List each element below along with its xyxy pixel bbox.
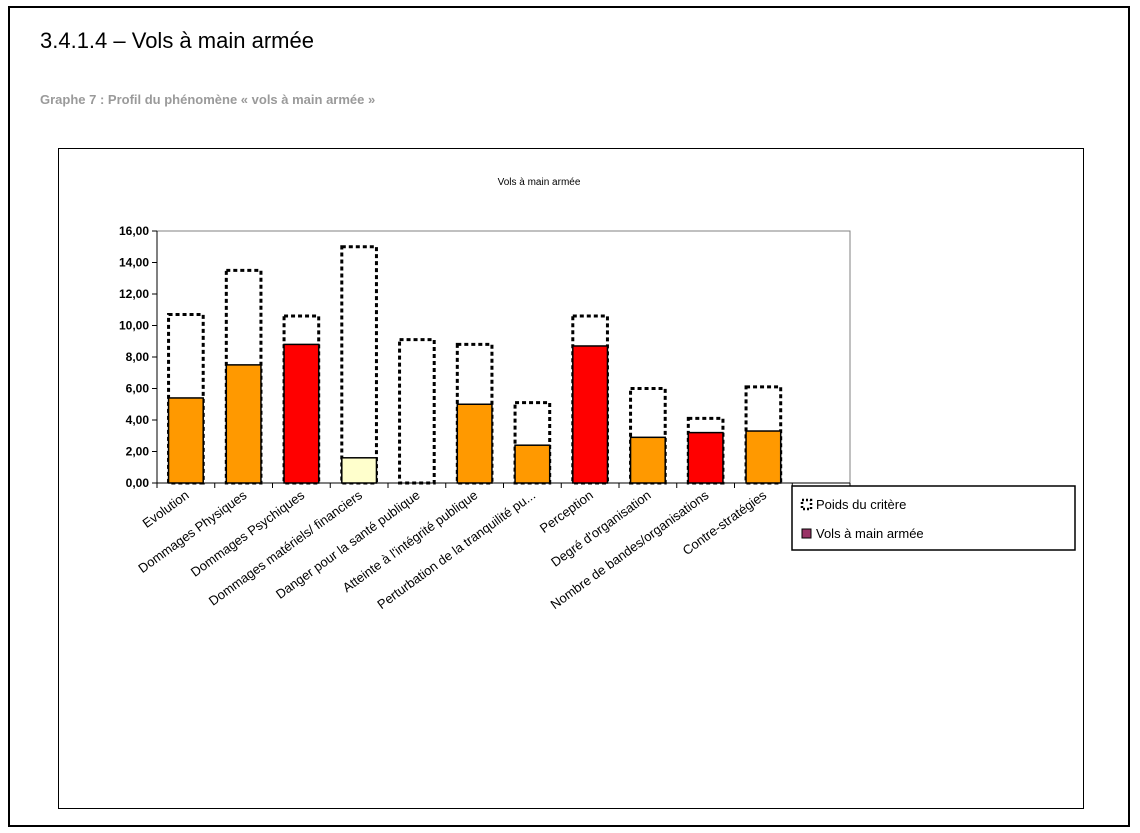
bar-poids-du-critere — [340, 245, 378, 485]
legend-label-poids: Poids du critère — [816, 497, 906, 512]
bar-vols-a-main-armee — [167, 397, 204, 484]
y-tick-label: 2,00 — [126, 445, 150, 459]
bar-vols-a-main-armee — [283, 343, 320, 484]
figure-caption: Graphe 7 : Profil du phénomène « vols à … — [40, 92, 376, 107]
legend-box — [791, 485, 1076, 551]
bar-vols-a-main-armee — [341, 457, 378, 484]
legend: Poids du critère Vols à main armée — [791, 485, 1076, 551]
legend-swatch-poids — [800, 498, 813, 511]
y-tick-label: 10,00 — [119, 319, 149, 333]
y-tick-label: 8,00 — [126, 350, 150, 364]
y-tick-label: 6,00 — [126, 382, 150, 396]
bar-vols-a-main-armee — [687, 431, 724, 484]
chart-title: Vols à main armée — [498, 177, 581, 188]
bar-vols-a-main-armee — [514, 444, 551, 484]
chart-area: Vols à main armée 0,00 2,00 4,00 6,00 8,00 10… — [58, 148, 1084, 809]
legend-label-vols: Vols à main armée — [816, 526, 924, 541]
bar-vols-a-main-armee — [745, 430, 782, 484]
y-tick-label: 4,00 — [126, 413, 150, 427]
bar-poids-du-critere — [398, 338, 436, 485]
y-tick-label: 0,00 — [126, 476, 150, 490]
x-category-label: Dommages Physiques — [135, 487, 249, 576]
bar-vols-a-main-armee — [456, 403, 493, 484]
section-heading: 3.4.1.4 – Vols à main armée — [40, 28, 314, 53]
page-frame — [8, 6, 1130, 827]
bar-poids-du-critere — [629, 387, 667, 485]
y-tick-label: 14,00 — [119, 256, 149, 270]
bar-vols-a-main-armee — [572, 345, 609, 484]
bar-chart: Vols à main armée 0,00 2,00 4,00 6,00 8,00 10… — [119, 177, 1076, 612]
bar-vols-a-main-armee — [225, 364, 262, 484]
x-category-label: Degré d'organisation — [548, 487, 654, 569]
y-tick-label: 12,00 — [119, 287, 149, 301]
bar-vols-a-main-armee — [629, 436, 666, 484]
legend-swatch-vols — [801, 528, 812, 539]
y-tick-label: 16,00 — [119, 224, 149, 238]
plot-area: 0,00 2,00 4,00 6,00 8,00 10,00 12,00 14,00 16,00… — [119, 224, 851, 612]
bar-poids-du-critere — [513, 401, 552, 485]
x-category-label: Evolution — [140, 487, 192, 531]
